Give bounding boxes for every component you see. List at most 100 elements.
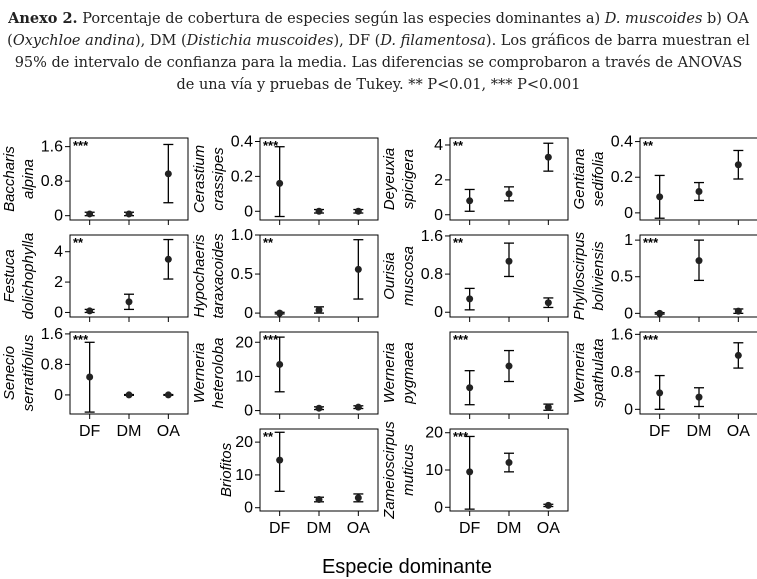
caption-italic-2: Oxychloe andina <box>12 33 136 49</box>
significance-label: *** <box>643 332 659 347</box>
mean-point <box>734 351 742 359</box>
y-tick-label: 0 <box>624 205 633 222</box>
species-label: Werneria spathulata <box>571 338 607 407</box>
x-tick-label: DM <box>117 423 142 440</box>
x-axis-title: Especie dominante <box>322 556 492 578</box>
genus-name: Zameioscirpus <box>381 421 398 520</box>
y-tick-label: 4 <box>434 137 443 154</box>
species-label: Zameioscirpus muticus <box>381 421 417 520</box>
y-tick-label: 10 <box>425 462 443 479</box>
y-tick-label: 0 <box>244 305 253 322</box>
significance-label: *** <box>453 429 469 444</box>
epithet-name: dolichophylla <box>20 233 37 320</box>
panel-3: 0 2 4 ** Deyeuxia spicigera <box>381 137 569 225</box>
x-tick-label: DF <box>79 423 101 440</box>
y-tick-label: 0.8 <box>611 364 633 381</box>
x-tick-label: DF <box>269 520 291 537</box>
mean-point <box>276 179 284 187</box>
caption-text-5: ). Los gráficos de barra muestran el 95%… <box>14 33 750 93</box>
caption-text-1: Porcentaje de cobertura de especies segú… <box>77 11 605 27</box>
genus-name: Deyeuxia <box>381 148 398 211</box>
x-tick-label: OA <box>347 520 370 537</box>
mean-point <box>544 299 552 307</box>
y-tick-label: 0.4 <box>611 134 633 151</box>
y-tick-label: 0 <box>54 387 63 404</box>
y-tick-label: 0.2 <box>231 168 253 185</box>
mean-point <box>505 459 513 467</box>
y-tick-label: 20 <box>235 434 253 451</box>
caption-label: Anexo 2. <box>8 10 78 27</box>
significance-label: *** <box>73 332 89 347</box>
mean-point <box>354 403 362 411</box>
genus-name: Baccharis <box>1 146 18 212</box>
y-tick-label: 0.8 <box>421 266 443 283</box>
significance-label: ** <box>73 235 84 250</box>
epithet-name: boliviensis <box>590 241 607 311</box>
mean-point <box>656 309 664 317</box>
y-tick-label: 0 <box>434 304 443 321</box>
epithet-name: spathulata <box>590 338 607 407</box>
y-tick-label: 10 <box>235 368 253 385</box>
species-label: Werneria heteroloba <box>191 338 227 409</box>
significance-label: *** <box>643 235 659 250</box>
x-tick-label: DF <box>649 423 671 440</box>
y-tick-label: 4 <box>54 244 63 261</box>
mean-point <box>656 193 664 201</box>
y-tick-label: 0 <box>434 499 443 516</box>
mean-point <box>86 307 94 315</box>
mean-point <box>466 384 474 392</box>
plot-frame <box>449 137 569 221</box>
panel-14: 0 10 20 DF DM OA *** Zameioscirpus muticus <box>381 421 569 537</box>
panel-5: 0 2 4 ** Festuca dolichophylla <box>1 233 189 322</box>
species-label: Senecio serratifolius <box>1 334 37 411</box>
y-tick-label: 1 <box>624 232 633 249</box>
epithet-name: muscosa <box>400 246 417 306</box>
y-tick-label: 0.4 <box>231 133 253 150</box>
panel-1: 0 0.8 1.6 *** Baccharis alpina <box>1 137 189 225</box>
y-tick-label: 0 <box>244 203 253 220</box>
genus-name: Werneria <box>571 343 588 404</box>
genus-name: Gentiana <box>571 149 588 210</box>
y-tick-label: 1.6 <box>41 326 63 343</box>
genus-name: Ourisia <box>381 252 398 300</box>
mean-point <box>505 190 513 198</box>
species-label: Festuca dolichophylla <box>1 233 37 320</box>
x-tick-label: DM <box>307 520 332 537</box>
y-tick-label: 0 <box>54 304 63 321</box>
species-label: Cerastium crassipes <box>191 145 227 213</box>
mean-point <box>164 170 172 178</box>
epithet-name: serratifolius <box>20 334 37 411</box>
mean-point <box>315 207 323 215</box>
significance-label: *** <box>453 332 469 347</box>
mean-point <box>544 153 552 161</box>
plot-frame <box>259 234 379 318</box>
mean-point <box>125 210 133 218</box>
epithet-name: crassipes <box>210 147 227 211</box>
species-label: Briofitos <box>218 442 235 497</box>
genus-name: Festuca <box>1 249 18 302</box>
mean-point <box>164 255 172 263</box>
panel-6: 0 0.5 1.0 ** Hypochaeris taraxacoides <box>191 227 379 322</box>
x-tick-label: DF <box>459 520 481 537</box>
mean-point <box>354 494 362 502</box>
mean-point <box>656 389 664 397</box>
figure-caption: Anexo 2. Porcentaje de cobertura de espe… <box>6 8 751 96</box>
species-label: Gentiana sedifolia <box>571 149 607 210</box>
x-tick-label: DM <box>497 520 522 537</box>
mean-point <box>695 257 703 265</box>
genus-name: Phylloscirpus <box>571 231 588 320</box>
epithet-name: spicigera <box>400 149 417 209</box>
panel-2: 0 0.2 0.4 *** Cerastium crassipes <box>191 133 379 225</box>
panel-7: 0 0.8 1.6 ** Ourisia muscosa <box>381 228 569 322</box>
significance-label: ** <box>453 138 464 153</box>
x-tick-label: OA <box>727 423 750 440</box>
caption-text-3: ), DM ( <box>135 33 187 49</box>
y-tick-label: 20 <box>425 425 443 442</box>
mean-point <box>276 309 284 317</box>
epithet-name: taraxacoides <box>210 233 227 319</box>
y-tick-label: 0 <box>624 305 633 322</box>
y-tick-label: 10 <box>235 467 253 484</box>
y-tick-label: 1.6 <box>41 139 63 156</box>
epithet-name: muticus <box>400 444 417 496</box>
y-tick-label: 0 <box>244 500 253 517</box>
